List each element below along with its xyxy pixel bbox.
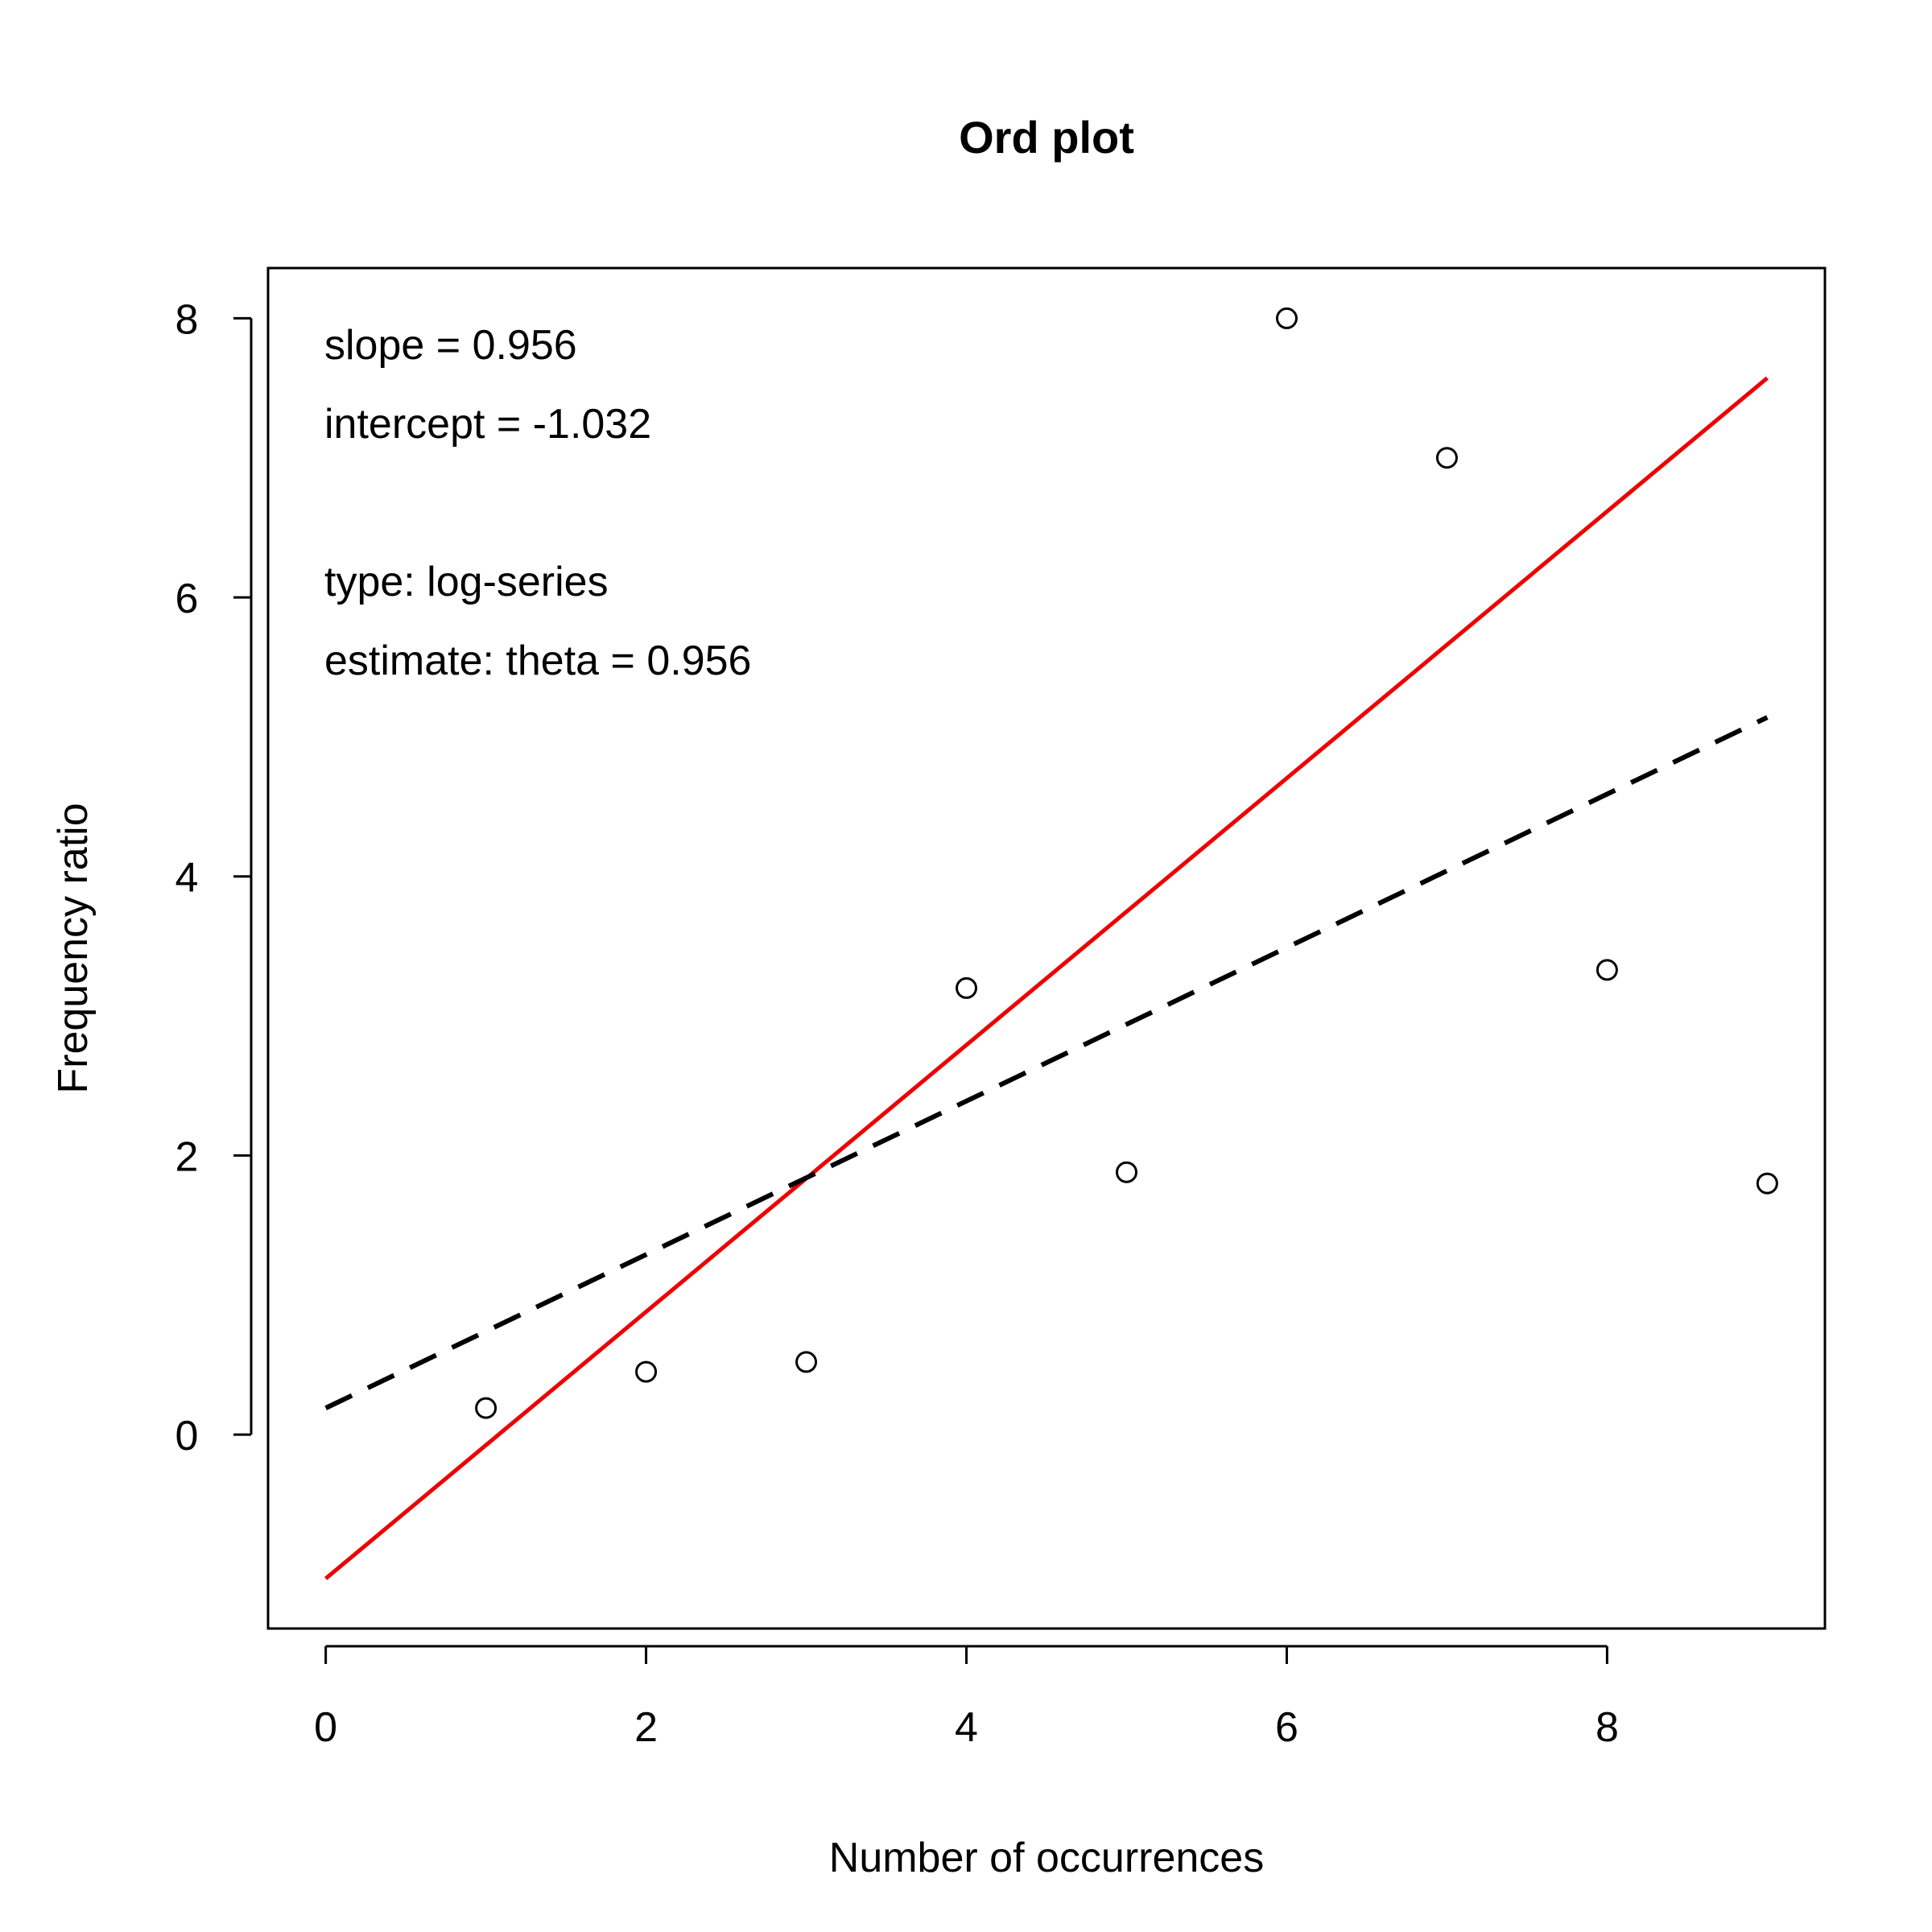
x-axis-label: Number of occurrences: [829, 1835, 1264, 1881]
fitted-line: [324, 376, 1769, 1580]
data-point: [635, 1360, 658, 1383]
x-axis: 0 2 4 6 8: [314, 1645, 1619, 1751]
data-point: [1756, 1172, 1778, 1195]
data-point: [956, 976, 978, 999]
y-tick-label: 0: [175, 1413, 199, 1459]
x-tick-label: 4: [955, 1704, 978, 1751]
annotation-line: estimate: theta = 0.956: [324, 638, 751, 684]
data-point: [475, 1397, 497, 1419]
plot-frame: [266, 266, 1827, 1630]
chart-title: Ord plot: [959, 112, 1134, 163]
x-tick-label: 8: [1596, 1704, 1619, 1751]
x-tick-label: 6: [1275, 1704, 1298, 1751]
y-tick-label: 2: [175, 1133, 199, 1180]
annotation-line: type: log-series: [324, 559, 609, 605]
data-point: [1115, 1161, 1137, 1183]
y-axis: 0 2 4 6 8: [175, 296, 253, 1459]
annotation-line: intercept = -1.032: [324, 401, 651, 448]
y-tick-label: 6: [175, 576, 199, 622]
weighted-fit-line: [324, 715, 1769, 1410]
y-axis-label: Frequency ratio: [50, 803, 97, 1093]
data-point: [795, 1351, 818, 1373]
annotation-line: slope = 0.956: [324, 322, 577, 369]
y-tick-label: 8: [175, 296, 199, 343]
fit-lines: [324, 376, 1769, 1580]
x-tick-label: 0: [314, 1704, 337, 1751]
data-point: [1435, 447, 1458, 469]
data-point: [1596, 959, 1618, 981]
data-point: [1275, 307, 1298, 329]
annotations: slope = 0.956 intercept = -1.032 type: log…: [324, 322, 751, 684]
y-tick-label: 4: [175, 855, 199, 902]
data-points: [475, 307, 1778, 1419]
x-tick-label: 2: [634, 1704, 658, 1751]
